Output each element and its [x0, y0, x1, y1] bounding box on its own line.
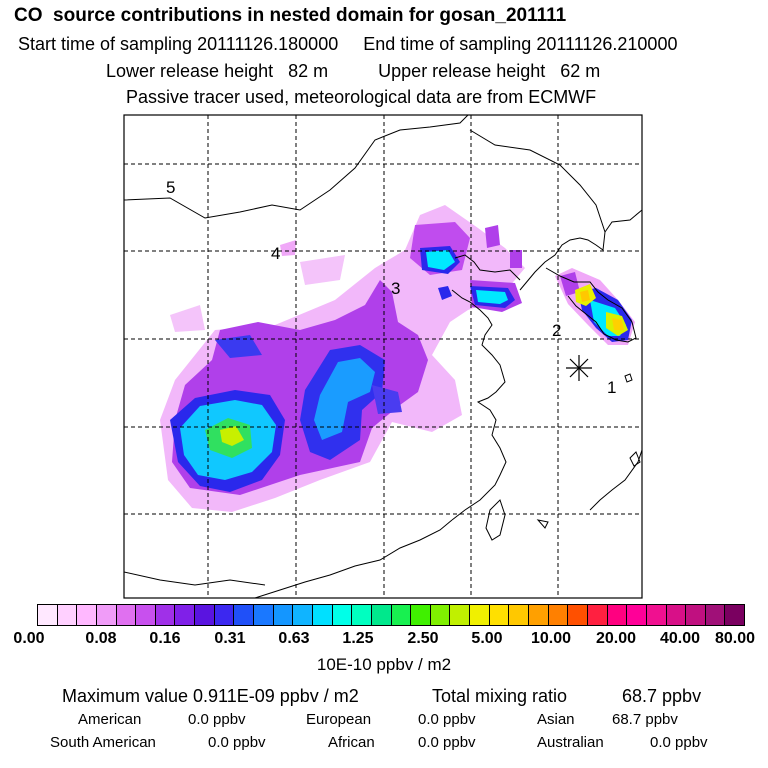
color-swatch [568, 605, 588, 625]
scale-tick: 1.25 [342, 630, 374, 647]
release-heights: Lower release height 82 m Upper release … [106, 61, 768, 81]
scale-tick: 0.63 [278, 630, 310, 647]
color-swatch [587, 605, 608, 625]
asterisk-icon [566, 355, 592, 381]
color-swatch [195, 605, 215, 625]
scale-tick: 40.00 [659, 630, 701, 647]
scale-tick: 20.00 [595, 630, 637, 647]
color-swatch [38, 605, 58, 625]
scale-tick: 10.00 [530, 630, 572, 647]
color-swatch [548, 605, 569, 625]
color-swatch [214, 605, 235, 625]
color-swatch [332, 605, 353, 625]
page-title: CO source contributions in nested domain… [14, 5, 567, 26]
tracer-note: Passive tracer used, meteorological data… [126, 87, 597, 107]
scale-tick: 2.50 [407, 630, 439, 647]
american-label: American [78, 711, 142, 728]
color-swatch [254, 605, 274, 625]
max-value: Maximum value 0.911E-09 ppbv / m2 [62, 686, 359, 706]
coastlines [124, 115, 642, 598]
color-swatch [627, 605, 647, 625]
american-value: 0.0 ppbv [188, 711, 246, 728]
color-swatch [116, 605, 137, 625]
scale-tick: 80.00 [714, 630, 756, 647]
color-swatch [371, 605, 392, 625]
color-swatch [391, 605, 412, 625]
scale-unit: 10E-10 ppbv / m2 [316, 655, 452, 674]
lower-release-height: Lower release height 82 m [106, 61, 329, 81]
asian-value: 68.7 ppbv [612, 711, 678, 728]
plume-layer [160, 205, 635, 512]
color-swatch [175, 605, 196, 625]
asian-label: Asian [537, 711, 575, 728]
scale-tick: 0.16 [149, 630, 181, 647]
australian-label: Australian [537, 734, 604, 751]
color-swatch [470, 605, 490, 625]
scale-tick: 0.08 [85, 630, 117, 647]
grid-lines [124, 115, 642, 598]
end-time: End time of sampling 20111126.210000 [363, 34, 678, 54]
color-swatch [136, 605, 156, 625]
region-label-5: 5 [166, 178, 176, 197]
south-american-label: South American [50, 734, 156, 751]
scale-tick: 0.00 [13, 630, 45, 647]
scale-tick: 5.00 [471, 630, 503, 647]
region-label-3: 3 [391, 279, 401, 298]
total-mixing-value: 68.7 ppbv [622, 686, 702, 706]
color-swatch [705, 605, 726, 625]
color-swatch [450, 605, 471, 625]
upper-release-height: Upper release height 62 m [378, 61, 601, 81]
african-label: African [328, 734, 375, 751]
color-swatch [607, 605, 628, 625]
region-label-1: 1 [607, 378, 617, 397]
color-swatch [57, 605, 78, 625]
region-label-4: 4 [271, 244, 281, 263]
color-swatch [155, 605, 176, 625]
scale-tick: 0.31 [214, 630, 246, 647]
color-swatch [293, 605, 313, 625]
color-swatch [411, 605, 431, 625]
sampling-times: Start time of sampling 20111126.180000 E… [18, 34, 768, 54]
color-swatch [77, 605, 97, 625]
color-swatch [234, 605, 255, 625]
color-swatch [646, 605, 667, 625]
color-swatch [509, 605, 530, 625]
color-swatch [96, 605, 117, 625]
color-swatch [686, 605, 706, 625]
color-swatch [666, 605, 687, 625]
color-scale-bar [37, 604, 745, 626]
region-label-2: 2 [552, 321, 562, 340]
color-swatch [352, 605, 372, 625]
map-frame [123, 114, 643, 599]
color-swatch [725, 605, 745, 625]
total-mixing-label: Total mixing ratio [432, 686, 568, 706]
color-swatch [430, 605, 451, 625]
european-value: 0.0 ppbv [418, 711, 476, 728]
color-swatch [312, 605, 333, 625]
african-value: 0.0 ppbv [418, 734, 476, 751]
south-american-value: 0.0 ppbv [208, 734, 266, 751]
australian-value: 0.0 ppbv [650, 734, 708, 751]
european-label: European [306, 711, 372, 728]
color-swatch [489, 605, 510, 625]
start-time: Start time of sampling 20111126.180000 [18, 34, 339, 54]
color-swatch [529, 605, 549, 625]
color-swatch [273, 605, 294, 625]
